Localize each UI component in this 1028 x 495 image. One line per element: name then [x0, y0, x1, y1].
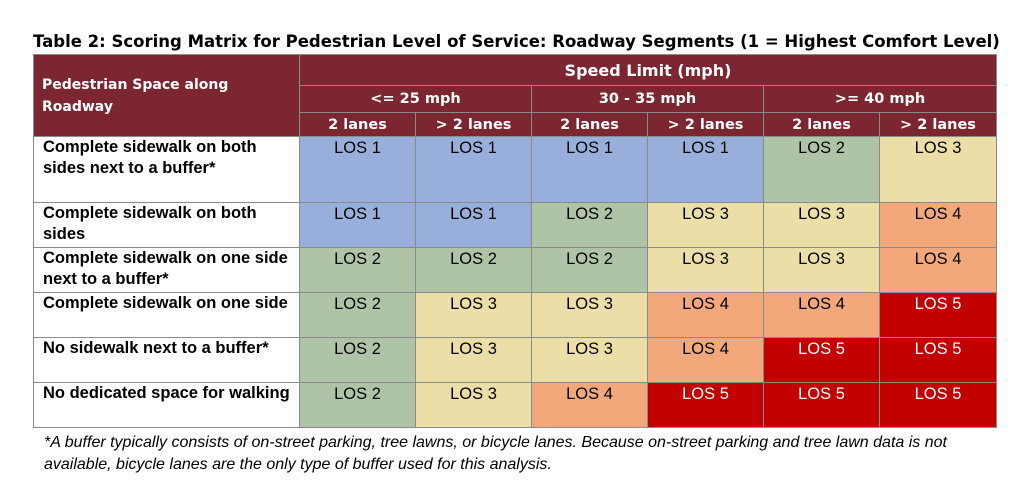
- scoring-matrix-table: Pedestrian Space along Roadway Speed Lim…: [33, 54, 997, 428]
- los-cell: LOS 5: [879, 382, 997, 428]
- table-row: Complete sidewalk on both sides next to …: [33, 136, 997, 203]
- header-row-speed: Pedestrian Space along Roadway Speed Lim…: [33, 54, 997, 137]
- los-cell: LOS 3: [647, 247, 764, 293]
- los-cell: LOS 3: [879, 136, 997, 203]
- header-row-ranges: <= 25 mph 30 - 35 mph >= 40 mph: [34, 85, 997, 113]
- los-cell: LOS 3: [415, 292, 532, 338]
- header-range-30-35: 30 - 35 mph: [531, 85, 764, 113]
- header-range-40: >= 40 mph: [763, 85, 997, 113]
- los-cell: LOS 1: [299, 136, 416, 203]
- los-cell: LOS 5: [879, 337, 997, 383]
- table-row: No dedicated space for walking LOS 2 LOS…: [33, 382, 997, 428]
- los-cell: LOS 5: [879, 292, 997, 338]
- los-cell: LOS 4: [879, 247, 997, 293]
- los-cell: LOS 3: [415, 337, 532, 383]
- header-lanes: 2 lanes: [763, 112, 880, 137]
- row-label: No dedicated space for walking: [33, 382, 300, 428]
- los-cell: LOS 5: [763, 382, 880, 428]
- footnote: *A buffer typically consists of on-stree…: [44, 434, 947, 473]
- los-cell: LOS 2: [531, 202, 648, 248]
- los-cell: LOS 3: [763, 202, 880, 248]
- los-cell: LOS 3: [531, 292, 648, 338]
- los-cell: LOS 4: [531, 382, 648, 428]
- table-row: No sidewalk next to a buffer* LOS 2 LOS …: [33, 337, 997, 383]
- los-cell: LOS 3: [647, 202, 764, 248]
- header-range-25: <= 25 mph: [299, 85, 532, 113]
- los-cell: LOS 4: [879, 202, 997, 248]
- los-cell: LOS 4: [763, 292, 880, 338]
- los-cell: LOS 3: [763, 247, 880, 293]
- los-cell: LOS 5: [647, 382, 764, 428]
- los-cell: LOS 1: [415, 202, 532, 248]
- table-caption: Table 2: Scoring Matrix for Pedestrian L…: [33, 32, 1000, 51]
- row-label: Complete sidewalk on both sides: [33, 202, 300, 248]
- table-row: Complete sidewalk on one side LOS 2 LOS …: [33, 292, 997, 338]
- header-lanes: 2 lanes: [531, 112, 648, 137]
- los-cell: LOS 1: [531, 136, 648, 203]
- header-lanes: > 2 lanes: [415, 112, 532, 137]
- los-cell: LOS 5: [763, 337, 880, 383]
- los-cell: LOS 2: [299, 337, 416, 383]
- los-cell: LOS 2: [299, 292, 416, 338]
- los-cell: LOS 1: [647, 136, 764, 203]
- los-cell: LOS 4: [647, 292, 764, 338]
- los-cell: LOS 1: [299, 202, 416, 248]
- table-row: Complete sidewalk on one side next to a …: [33, 247, 997, 293]
- los-cell: LOS 3: [531, 337, 648, 383]
- header-speed-limit: Speed Limit (mph): [299, 54, 997, 86]
- los-cell: LOS 2: [415, 247, 532, 293]
- row-label: Complete sidewalk on one side: [33, 292, 300, 338]
- los-cell: LOS 3: [415, 382, 532, 428]
- row-label: Complete sidewalk on one side next to a …: [33, 247, 300, 293]
- header-lanes: > 2 lanes: [879, 112, 997, 137]
- los-cell: LOS 2: [299, 382, 416, 428]
- los-cell: LOS 2: [763, 136, 880, 203]
- header-pedestrian-space: Pedestrian Space along Roadway: [33, 54, 300, 137]
- los-cell: LOS 1: [415, 136, 532, 203]
- header-lanes: 2 lanes: [299, 112, 416, 137]
- los-cell: LOS 2: [299, 247, 416, 293]
- header-row-lanes: 2 lanes > 2 lanes 2 lanes > 2 lanes 2 la…: [34, 112, 997, 137]
- los-cell: LOS 2: [531, 247, 648, 293]
- row-label: Complete sidewalk on both sides next to …: [33, 136, 300, 203]
- table-row: Complete sidewalk on both sides LOS 1 LO…: [33, 202, 997, 248]
- row-label: No sidewalk next to a buffer*: [33, 337, 300, 383]
- header-lanes: > 2 lanes: [647, 112, 764, 137]
- los-cell: LOS 4: [647, 337, 764, 383]
